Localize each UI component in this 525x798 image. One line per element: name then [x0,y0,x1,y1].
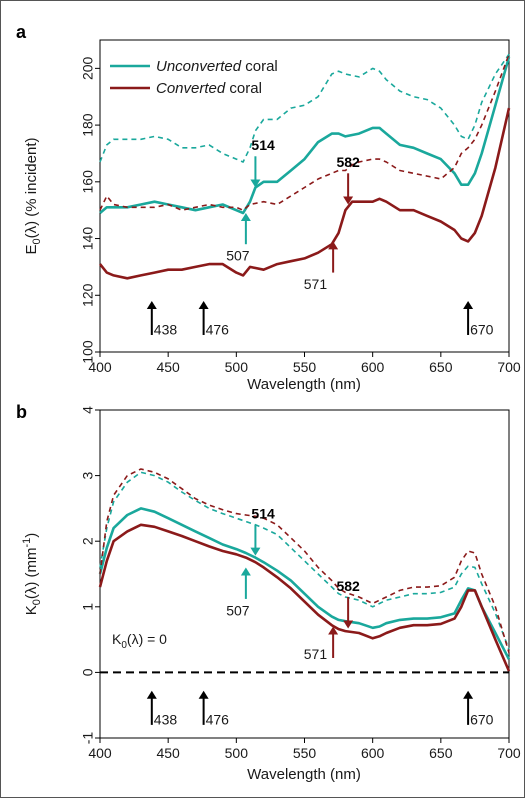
annotation-label-670: 670 [470,712,494,728]
panel-b-y-axis-label: K0(λ) (mm-1) [21,533,43,616]
zero-line-label: K0(λ) = 0 [112,631,167,651]
panel-a-x-axis-label: Wavelength (nm) [247,376,361,393]
annotation-arrow-head [343,620,354,629]
panel-a-y-axis: 100 120 140 160 180 200 [80,56,100,364]
annotation-label-438: 438 [154,321,178,337]
annotation-arrow-head [343,196,354,205]
series-line-converted-solid [98,523,511,672]
y-tick-label: -1 [80,732,96,745]
annotation-label-476: 476 [206,712,230,728]
annotation-label-582: 582 [336,154,360,170]
legend-label-unconverted: Unconverted coral [156,58,278,75]
annotation-label-507: 507 [226,248,250,264]
annotation-label-476: 476 [206,321,230,337]
series-line-unconverted-solid [98,507,511,660]
legend-label-converted: Converted coral [156,80,262,97]
annotation-label-670: 670 [470,321,494,337]
x-tick-label: 550 [293,359,317,375]
x-tick-label: 550 [293,745,317,761]
y-tick-label: 1 [80,603,96,611]
y-tick-label: 120 [80,283,96,307]
annotation-arrow-head [198,690,209,699]
annotation-label-582: 582 [336,578,360,594]
series-line-unconverted-dashed [99,471,510,650]
y-tick-label: 3 [80,471,96,479]
annotation-arrow-head [250,547,261,556]
annotation-label-507: 507 [226,603,250,619]
y-tick-label: 140 [80,227,96,251]
annotation-arrow-head [146,690,157,699]
panel-a-legend: Unconverted coral Converted coral [110,58,278,97]
panel-b-y-label-main: K [23,605,40,615]
annotation-arrow-head [250,179,261,188]
x-tick-label: 450 [156,745,180,761]
series-line-converted-dashed [99,53,510,211]
panel-b-label: b [16,402,27,422]
legend-rest-unconverted: coral [241,58,278,75]
y-tick-label: 2 [80,537,96,545]
series-line-converted-dashed [99,468,510,653]
y-tick-label: 180 [80,113,96,137]
y-tick-label: 100 [80,340,96,364]
x-tick-label: 400 [88,359,112,375]
x-tick-label: 700 [497,745,521,761]
x-tick-label: 500 [225,359,249,375]
annotation-arrow-head [146,300,157,309]
legend-rest-converted: coral [225,80,262,97]
annotation-label-514: 514 [251,137,275,153]
series-line-converted-solid [98,107,511,280]
annotation-label-571: 571 [304,276,328,292]
panel-a: a 400 450 500 550 600 650 700 100 120 140 160 180 2… [16,22,521,393]
y-tick-label: 160 [80,170,96,194]
panel-b-x-axis: 400 450 500 550 600 650 700 [88,738,521,761]
zero-line-label-rest: (λ) = 0 [127,631,167,647]
panel-a-y-label-sub: 0 [31,238,43,244]
annotation-label-514: 514 [251,506,275,522]
legend-italic-converted: Converted [156,80,226,97]
annotation-arrow-head [198,300,209,309]
panel-b-y-label-sup: -1 [21,538,33,548]
x-tick-label: 500 [225,745,249,761]
panel-b-y-axis: -1 0 1 2 3 4 [80,406,100,744]
x-tick-label: 700 [497,359,521,375]
panel-b-y-label-sub: 0 [31,599,43,605]
series-line-unconverted-dashed [99,53,510,163]
y-tick-label: 4 [80,406,96,414]
x-tick-label: 600 [361,359,385,375]
annotation-arrow-head [328,241,339,250]
x-tick-label: 600 [361,745,385,761]
annotation-label-571: 571 [304,646,328,662]
panel-a-label: a [16,22,27,42]
zero-line-label-sub: 0 [121,640,127,651]
panel-b-y-label-end: ) [23,533,40,538]
legend-italic-unconverted: Unconverted [156,58,242,75]
panel-b: b 400 450 500 550 600 650 700 -1 0 1 2 3 4 514 507 58… [16,402,521,783]
annotation-arrow-head [463,690,474,699]
y-tick-label: 0 [80,668,96,676]
y-tick-label: 200 [80,56,96,80]
panel-a-y-label-rest: (λ) (% incident) [23,138,40,239]
panel-b-annotations: 514 507 582 571 438 476 670 [146,506,494,728]
annotation-arrow-head [240,213,251,222]
x-tick-label: 450 [156,359,180,375]
panel-b-y-label-rest: (λ) (mm [23,547,40,599]
panel-a-series [98,53,511,280]
panel-a-x-axis: 400 450 500 550 600 650 700 [88,352,521,375]
annotation-arrow-head [328,626,339,635]
annotation-arrow-head [463,300,474,309]
x-tick-label: 400 [88,745,112,761]
x-tick-label: 650 [429,359,453,375]
panel-a-annotations: 514 507 582 571 438 476 670 [146,137,494,337]
annotation-label-438: 438 [154,712,178,728]
x-tick-label: 650 [429,745,453,761]
zero-line-label-main: K [112,631,122,647]
annotation-arrow-head [240,567,251,576]
panel-b-x-axis-label: Wavelength (nm) [247,766,361,783]
panel-b-series [98,468,511,672]
panel-a-y-label-main: E [23,244,40,254]
panel-a-y-axis-label: E0(λ) (% incident) [23,138,43,255]
